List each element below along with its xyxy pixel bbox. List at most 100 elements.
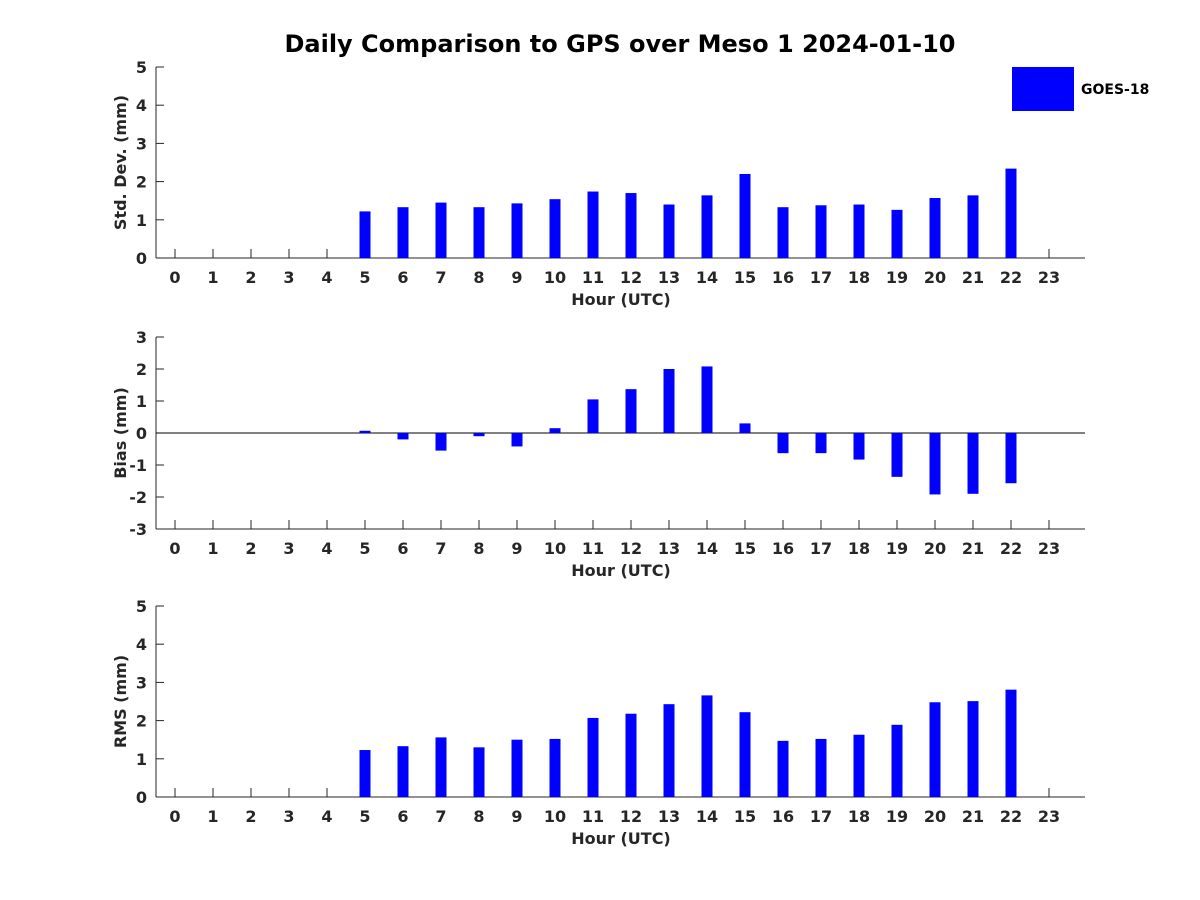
x-tick-label: 9 <box>511 539 522 558</box>
bar-hour-8 <box>473 747 485 797</box>
bar-hour-5 <box>359 750 371 797</box>
x-tick-label: 4 <box>321 807 332 826</box>
x-axis-label: Hour (UTC) <box>571 290 671 309</box>
legend-label: GOES-18 <box>1081 82 1149 98</box>
x-tick-label: 0 <box>169 539 180 558</box>
x-tick-label: 10 <box>544 539 566 558</box>
bar-hour-16 <box>777 433 789 454</box>
bar-hour-17 <box>815 738 827 797</box>
y-tick-label: 1 <box>136 392 147 411</box>
x-tick-label: 18 <box>848 807 870 826</box>
x-tick-label: 4 <box>321 539 332 558</box>
y-tick-label: 4 <box>136 96 147 115</box>
x-tick-label: 21 <box>962 807 984 826</box>
y-tick-label: 2 <box>136 173 147 192</box>
bar-hour-18 <box>853 734 865 797</box>
x-tick-label: 20 <box>924 268 946 287</box>
bar-hour-14 <box>701 366 713 433</box>
x-tick-label: 2 <box>245 539 256 558</box>
x-tick-label: 6 <box>397 539 408 558</box>
bar-hour-14 <box>701 195 713 258</box>
x-tick-label: 1 <box>207 268 218 287</box>
y-axis-label: Bias (mm) <box>111 387 130 479</box>
bar-hour-7 <box>435 737 447 797</box>
x-axis-label: Hour (UTC) <box>571 561 671 580</box>
x-tick-label: 23 <box>1038 807 1060 826</box>
x-tick-label: 17 <box>810 268 832 287</box>
x-tick-label: 9 <box>511 807 522 826</box>
x-tick-label: 22 <box>1000 268 1022 287</box>
x-tick-label: 11 <box>582 807 604 826</box>
x-tick-label: 17 <box>810 807 832 826</box>
x-tick-label: 18 <box>848 268 870 287</box>
x-tick-label: 19 <box>886 807 908 826</box>
x-tick-label: 5 <box>359 268 370 287</box>
y-axis-label: Std. Dev. (mm) <box>111 95 130 230</box>
bar-hour-11 <box>587 399 599 433</box>
bar-hour-9 <box>511 739 523 797</box>
x-tick-label: 15 <box>734 268 756 287</box>
bar-hour-21 <box>967 195 979 258</box>
bar-hour-20 <box>929 198 941 258</box>
bar-hour-22 <box>1005 433 1017 484</box>
bar-hour-5 <box>359 211 371 258</box>
x-tick-label: 18 <box>848 539 870 558</box>
bar-hour-19 <box>891 433 903 477</box>
x-tick-label: 19 <box>886 268 908 287</box>
y-tick-label: 3 <box>136 328 147 347</box>
bar-hour-9 <box>511 203 523 258</box>
bar-hour-12 <box>625 713 637 797</box>
x-tick-label: 7 <box>435 268 446 287</box>
bar-hour-11 <box>587 717 599 797</box>
legend-swatch <box>1012 67 1074 111</box>
x-tick-label: 23 <box>1038 539 1060 558</box>
x-tick-label: 3 <box>283 539 294 558</box>
x-tick-label: 14 <box>696 807 718 826</box>
y-tick-label: -1 <box>129 456 147 475</box>
x-tick-label: 11 <box>582 268 604 287</box>
bar-hour-14 <box>701 695 713 797</box>
x-tick-label: 13 <box>658 539 680 558</box>
bar-hour-12 <box>625 389 637 433</box>
bar-hour-10 <box>549 428 561 433</box>
bar-hour-17 <box>815 433 827 454</box>
x-tick-label: 1 <box>207 807 218 826</box>
x-tick-label: 15 <box>734 807 756 826</box>
x-tick-label: 12 <box>620 268 642 287</box>
x-tick-label: 3 <box>283 807 294 826</box>
y-tick-label: 0 <box>136 424 147 443</box>
x-tick-label: 9 <box>511 268 522 287</box>
x-tick-label: 2 <box>245 268 256 287</box>
bar-hour-21 <box>967 701 979 797</box>
bar-hour-15 <box>739 712 751 797</box>
x-tick-label: 21 <box>962 268 984 287</box>
x-tick-label: 8 <box>473 539 484 558</box>
x-tick-label: 12 <box>620 539 642 558</box>
y-tick-label: 1 <box>136 750 147 769</box>
y-tick-label: 5 <box>136 597 147 616</box>
y-tick-label: 0 <box>136 788 147 807</box>
x-tick-label: 7 <box>435 539 446 558</box>
x-tick-label: 16 <box>772 268 794 287</box>
bar-hour-6 <box>397 207 409 258</box>
y-tick-label: 3 <box>136 134 147 153</box>
bar-hour-18 <box>853 204 865 258</box>
bar-hour-6 <box>397 746 409 797</box>
bar-hour-8 <box>473 207 485 258</box>
legend: GOES-18 <box>1012 67 1149 111</box>
bar-hour-10 <box>549 738 561 797</box>
bar-hour-18 <box>853 433 865 460</box>
x-tick-label: 8 <box>473 268 484 287</box>
x-tick-label: 5 <box>359 807 370 826</box>
x-tick-label: 10 <box>544 268 566 287</box>
x-tick-label: 3 <box>283 268 294 287</box>
x-tick-label: 22 <box>1000 807 1022 826</box>
x-tick-label: 20 <box>924 807 946 826</box>
bar-hour-15 <box>739 423 751 433</box>
bar-hour-8 <box>473 433 485 437</box>
bar-hour-12 <box>625 193 637 258</box>
x-tick-label: 13 <box>658 268 680 287</box>
y-tick-label: -2 <box>129 488 147 507</box>
y-tick-label: 4 <box>136 635 147 654</box>
